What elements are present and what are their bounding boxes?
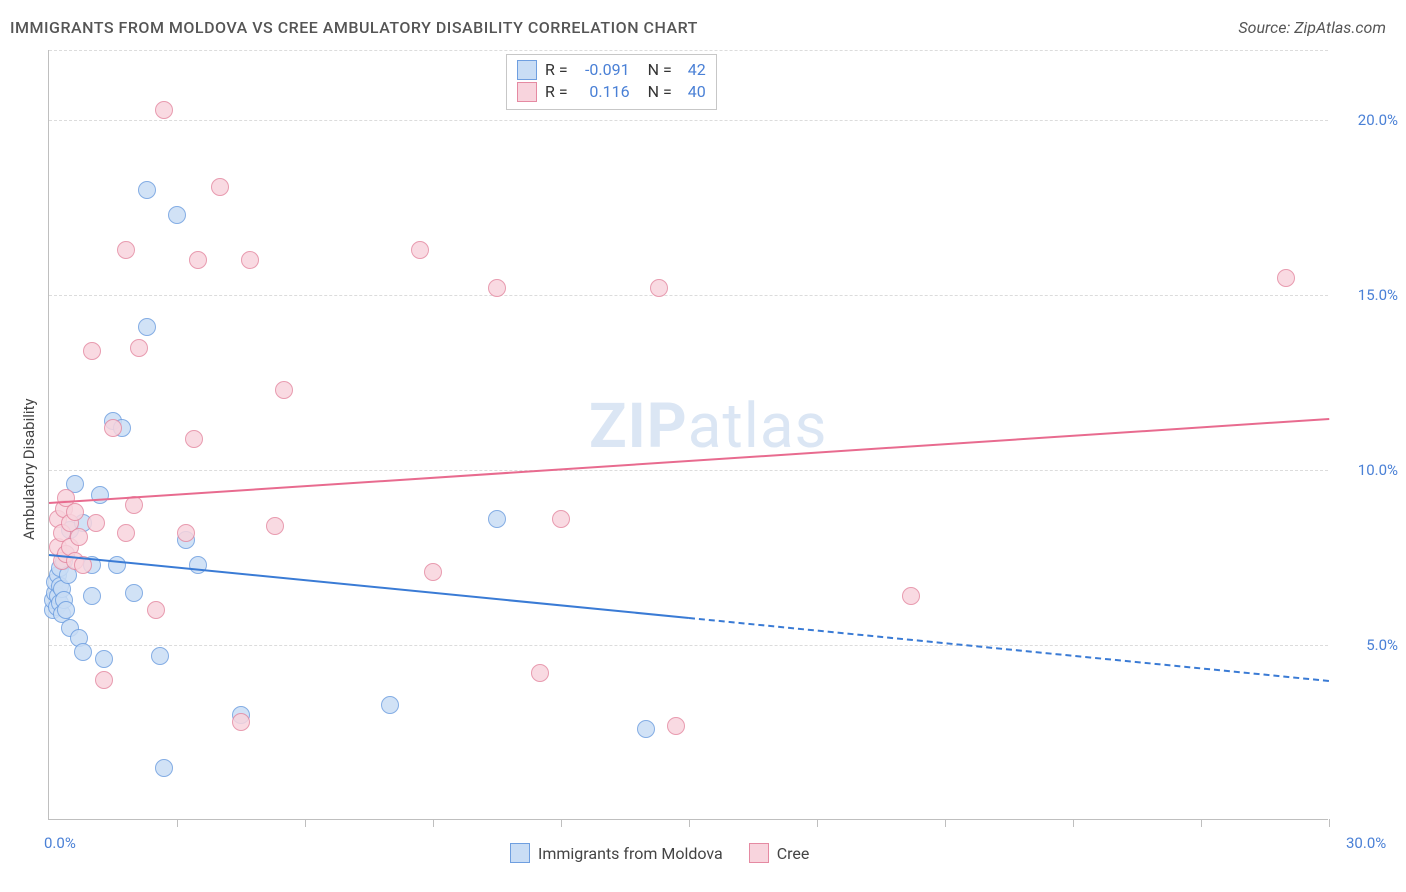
legend-r-value: 0.116 — [576, 81, 630, 103]
legend-r-value: -0.091 — [576, 59, 630, 81]
scatter-point — [1277, 269, 1295, 287]
scatter-point — [138, 318, 156, 336]
legend-row: R = -0.091 N = 42 — [517, 59, 706, 81]
scatter-point — [488, 279, 506, 297]
legend-swatch — [517, 82, 537, 102]
watermark: ZIPatlas — [589, 390, 828, 463]
scatter-point — [488, 510, 506, 528]
scatter-point — [902, 587, 920, 605]
legend-n-value: 42 — [680, 59, 706, 81]
scatter-point — [74, 643, 92, 661]
legend-row: R = 0.116 N = 40 — [517, 81, 706, 103]
scatter-point — [531, 664, 549, 682]
legend-r-label: R = — [545, 81, 568, 103]
scatter-point — [108, 556, 126, 574]
chart-title: IMMIGRANTS FROM MOLDOVA VS CREE AMBULATO… — [10, 18, 698, 37]
scatter-point — [151, 647, 169, 665]
scatter-point — [185, 430, 203, 448]
x-tick-mark — [1201, 819, 1202, 827]
regression-line — [689, 617, 1329, 682]
scatter-point — [177, 524, 195, 542]
y-tick-label: 15.0% — [1338, 286, 1398, 304]
scatter-point — [241, 251, 259, 269]
x-tick-mark — [177, 819, 178, 827]
chart-container: IMMIGRANTS FROM MOLDOVA VS CREE AMBULATO… — [0, 0, 1406, 892]
x-tick-mark — [945, 819, 946, 827]
scatter-point — [211, 178, 229, 196]
scatter-point — [87, 514, 105, 532]
scatter-point — [650, 279, 668, 297]
scatter-point — [83, 587, 101, 605]
scatter-point — [117, 241, 135, 259]
y-tick-label: 10.0% — [1338, 461, 1398, 479]
legend-swatch — [517, 60, 537, 80]
x-tick-mark — [561, 819, 562, 827]
source-attribution: Source: ZipAtlas.com — [1238, 18, 1386, 37]
scatter-point — [189, 251, 207, 269]
scatter-point — [138, 181, 156, 199]
scatter-point — [424, 563, 442, 581]
legend-item: Cree — [749, 843, 810, 863]
scatter-point — [95, 671, 113, 689]
legend-n-label: N = — [648, 81, 672, 103]
gridline — [49, 120, 1328, 121]
scatter-point — [104, 419, 122, 437]
correlation-legend: R = -0.091 N = 42 R = 0.116 N = 40 — [506, 54, 717, 110]
y-tick-label: 20.0% — [1338, 111, 1398, 129]
scatter-point — [147, 601, 165, 619]
legend-swatch — [749, 843, 769, 863]
scatter-point — [168, 206, 186, 224]
x-tick-mark — [817, 819, 818, 827]
scatter-point — [232, 713, 250, 731]
x-tick-mark — [1329, 819, 1330, 827]
gridline — [49, 295, 1328, 296]
scatter-point — [70, 528, 88, 546]
scatter-point — [130, 339, 148, 357]
scatter-point — [155, 101, 173, 119]
y-tick-label: 5.0% — [1338, 636, 1398, 654]
watermark-bold: ZIP — [589, 390, 688, 463]
y-axis-label: Ambulatory Disability — [20, 398, 38, 540]
scatter-point — [66, 503, 84, 521]
gridline — [49, 50, 1328, 51]
scatter-point — [552, 510, 570, 528]
gridline — [49, 470, 1328, 471]
x-tick-label: 0.0% — [44, 834, 76, 852]
legend-item: Immigrants from Moldova — [510, 843, 723, 863]
plot-area: ZIPatlas 5.0%10.0%15.0%20.0% — [48, 50, 1328, 820]
scatter-point — [637, 720, 655, 738]
x-tick-mark — [305, 819, 306, 827]
scatter-point — [117, 524, 135, 542]
legend-r-label: R = — [545, 59, 568, 81]
scatter-point — [95, 650, 113, 668]
series-legend: Immigrants from Moldova Cree — [510, 843, 809, 863]
gridline — [49, 645, 1328, 646]
scatter-point — [266, 517, 284, 535]
scatter-point — [275, 381, 293, 399]
legend-series-name: Immigrants from Moldova — [538, 844, 723, 863]
legend-n-value: 40 — [680, 81, 706, 103]
scatter-point — [125, 584, 143, 602]
legend-n-label: N = — [648, 59, 672, 81]
x-tick-mark — [433, 819, 434, 827]
legend-swatch — [510, 843, 530, 863]
scatter-point — [155, 759, 173, 777]
scatter-point — [57, 601, 75, 619]
scatter-point — [381, 696, 399, 714]
scatter-point — [411, 241, 429, 259]
legend-series-name: Cree — [777, 844, 810, 863]
scatter-point — [83, 342, 101, 360]
regression-line — [49, 418, 1329, 504]
x-tick-label: 30.0% — [1346, 834, 1386, 852]
regression-line — [49, 554, 689, 619]
x-tick-mark — [689, 819, 690, 827]
x-tick-mark — [1073, 819, 1074, 827]
scatter-point — [667, 717, 685, 735]
